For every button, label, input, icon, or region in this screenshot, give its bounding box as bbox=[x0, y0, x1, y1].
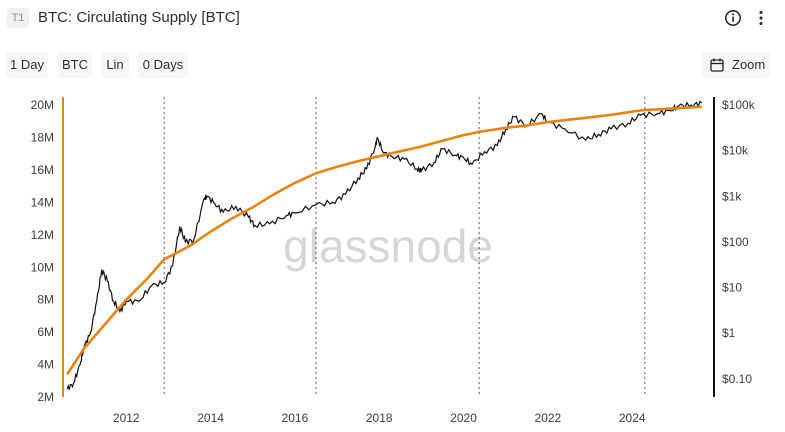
window-button[interactable]: 0 Days bbox=[138, 52, 188, 78]
zoom-button[interactable]: Zoom bbox=[702, 52, 770, 78]
left-axis-ticks: 2M 4M 6M 8M 10M 12M 14M 16M 18M 20M bbox=[31, 98, 54, 404]
x-tick-label: 2014 bbox=[197, 411, 224, 425]
more-options-icon[interactable] bbox=[752, 9, 770, 27]
x-tick-label: 2012 bbox=[113, 411, 140, 425]
chart-tier-badge: T1 bbox=[7, 8, 29, 28]
left-tick-label: 4M bbox=[37, 358, 54, 372]
info-icon[interactable] bbox=[724, 9, 742, 27]
chart-toolbar: 1 Day BTC Lin 0 Days bbox=[0, 52, 785, 78]
calendar-icon bbox=[710, 58, 724, 72]
left-tick-label: 14M bbox=[31, 195, 54, 209]
left-tick-label: 20M bbox=[31, 98, 54, 112]
asset-button[interactable]: BTC bbox=[58, 52, 92, 78]
left-tick-label: 18M bbox=[31, 131, 54, 145]
chart-title: BTC: Circulating Supply [BTC] bbox=[38, 9, 240, 26]
resolution-button[interactable]: 1 Day bbox=[6, 52, 48, 78]
left-tick-label: 10M bbox=[31, 260, 54, 274]
right-tick-label: $1 bbox=[722, 326, 736, 340]
scale-button[interactable]: Lin bbox=[101, 52, 129, 78]
x-tick-label: 2018 bbox=[366, 411, 393, 425]
right-tick-label: $100 bbox=[722, 235, 749, 249]
right-tick-label: $10 bbox=[722, 281, 742, 295]
price-series-line bbox=[66, 100, 703, 390]
x-axis-ticks: 2012 2014 2016 2018 2020 2022 2024 bbox=[113, 411, 646, 425]
x-tick-label: 2020 bbox=[450, 411, 477, 425]
x-tick-label: 2024 bbox=[619, 411, 646, 425]
chart-header: T1 BTC: Circulating Supply [BTC] bbox=[0, 0, 785, 38]
event-lines bbox=[163, 97, 646, 397]
zoom-label: Zoom bbox=[732, 57, 766, 72]
left-tick-label: 16M bbox=[31, 163, 54, 177]
supply-series-line bbox=[66, 105, 702, 376]
right-tick-label: $100k bbox=[722, 98, 756, 112]
left-tick-label: 8M bbox=[37, 293, 54, 307]
right-tick-label: $0.10 bbox=[722, 372, 752, 386]
x-tick-label: 2022 bbox=[535, 411, 562, 425]
x-tick-label: 2016 bbox=[282, 411, 309, 425]
right-tick-label: $10k bbox=[722, 144, 749, 158]
watermark-text: glassnode bbox=[283, 220, 493, 272]
right-axis-ticks: $0.10 $1 $10 $100 $1k $10k $100k bbox=[722, 98, 756, 386]
left-tick-label: 12M bbox=[31, 228, 54, 242]
left-tick-label: 6M bbox=[37, 325, 54, 339]
left-tick-label: 2M bbox=[37, 390, 54, 404]
right-tick-label: $1k bbox=[722, 189, 742, 203]
